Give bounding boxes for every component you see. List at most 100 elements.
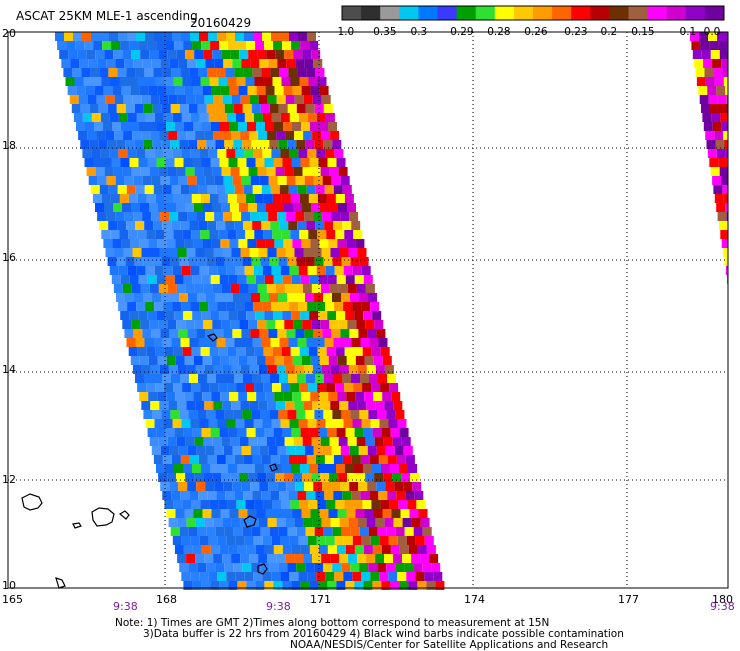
swath-cell	[197, 293, 206, 302]
swath-cell	[265, 545, 274, 554]
swath-cell	[328, 428, 337, 437]
swath-cell	[345, 347, 354, 356]
island-outline	[92, 508, 114, 526]
swath-cell	[244, 338, 253, 347]
swath-cell	[323, 176, 332, 185]
swath-cell	[721, 176, 728, 185]
swath-cell	[295, 59, 304, 68]
swath-cell	[332, 410, 341, 419]
swath-cell	[709, 41, 718, 50]
swath-cell	[227, 500, 236, 509]
swath-cell	[320, 203, 329, 212]
swath-cell	[113, 203, 122, 212]
swath-cell	[193, 275, 202, 284]
swath-cell	[148, 392, 157, 401]
swath-cell	[128, 113, 137, 122]
swath-cell	[219, 464, 228, 473]
swath-cell	[369, 527, 378, 536]
swath-cell	[276, 401, 285, 410]
swath-cell	[235, 338, 244, 347]
swath-cell	[97, 95, 106, 104]
swath-cell	[345, 464, 354, 473]
swath-cell	[193, 392, 202, 401]
swath-cell	[269, 410, 278, 419]
swath-cell	[208, 572, 217, 581]
swath-cell	[178, 329, 187, 338]
swath-cell	[307, 149, 316, 158]
swath-cell	[133, 212, 142, 221]
swath-cell	[378, 374, 387, 383]
swath-cell	[302, 356, 311, 365]
swath-cell	[55, 32, 64, 41]
swath-cell	[347, 356, 356, 365]
swath-cell	[343, 455, 352, 464]
swath-cell	[220, 122, 229, 131]
swath-cell	[217, 302, 226, 311]
swath-cell	[245, 266, 254, 275]
swath-cell	[364, 428, 373, 437]
swath-cell	[323, 563, 332, 572]
swath-cell	[286, 248, 295, 257]
swath-cell	[181, 185, 190, 194]
swath-cell	[366, 284, 375, 293]
swath-cell	[351, 527, 360, 536]
swath-cell	[206, 176, 215, 185]
swath-cell	[324, 257, 333, 266]
swath-cell	[309, 347, 318, 356]
swath-cell	[241, 59, 250, 68]
swath-cell	[98, 140, 107, 149]
swath-cell	[368, 293, 377, 302]
swath-cell	[337, 392, 346, 401]
swath-cell	[303, 437, 312, 446]
swath-cell	[318, 194, 327, 203]
swath-cell	[168, 284, 177, 293]
swath-cell	[259, 59, 268, 68]
swath-cell	[84, 41, 93, 50]
swath-cell	[306, 68, 315, 77]
swath-cell	[721, 59, 728, 68]
swath-cell	[258, 554, 267, 563]
swath-cell	[188, 176, 197, 185]
swath-cell	[288, 374, 297, 383]
swath-cell	[276, 131, 285, 140]
swath-cell	[354, 581, 363, 590]
swath-cell	[308, 383, 317, 392]
swath-cell	[117, 104, 126, 113]
swath-cell	[233, 293, 242, 302]
swath-cell	[242, 410, 251, 419]
swath-cell	[159, 284, 168, 293]
swath-cell	[235, 302, 244, 311]
swath-cell	[259, 212, 268, 221]
swath-cell	[122, 203, 131, 212]
swath-cell	[346, 428, 355, 437]
swath-cell	[301, 122, 310, 131]
swath-cell	[113, 50, 122, 59]
swath-cell	[171, 68, 180, 77]
swath-cell	[198, 104, 207, 113]
swath-cell	[380, 500, 389, 509]
swath-cell	[238, 428, 247, 437]
swath-cell	[280, 338, 289, 347]
swath-cell	[217, 32, 226, 41]
swath-cell	[167, 86, 176, 95]
swath-cell	[114, 131, 123, 140]
swath-cell	[363, 581, 372, 590]
swath-cell	[208, 455, 217, 464]
lat-label-18: 18	[2, 140, 16, 152]
swath-cell	[70, 95, 79, 104]
swath-cell	[268, 329, 277, 338]
swath-cell	[117, 257, 126, 266]
swath-cell	[223, 212, 232, 221]
swath-cell	[132, 131, 141, 140]
swath-cell	[344, 536, 353, 545]
swath-cell	[192, 194, 201, 203]
colorbar-label: -0.1	[676, 26, 697, 38]
swath-cell	[226, 302, 235, 311]
swath-cell	[339, 284, 348, 293]
swath-cell	[265, 428, 274, 437]
swath-cell	[256, 275, 265, 284]
swath-cell	[224, 176, 233, 185]
swath-cell	[392, 509, 401, 518]
swath-cell	[312, 284, 321, 293]
swath-cell	[302, 509, 311, 518]
